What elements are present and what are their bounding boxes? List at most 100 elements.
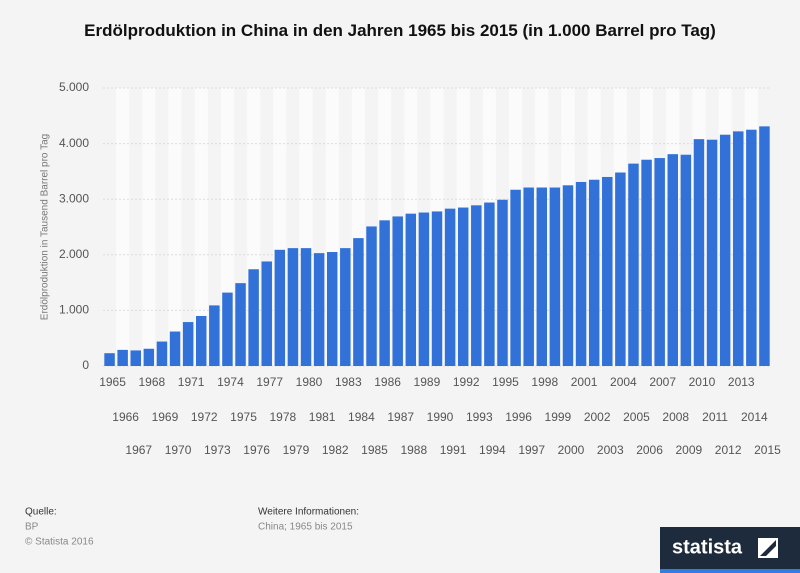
x-tick-label: 1973 <box>204 443 231 457</box>
x-tick-label: 1984 <box>348 410 375 424</box>
bar <box>641 159 652 366</box>
bar <box>431 211 443 366</box>
y-tick-label: 2.000 <box>59 247 89 261</box>
bar <box>562 185 574 366</box>
y-tick-label: 5.000 <box>59 80 89 94</box>
bar <box>667 154 679 366</box>
chart-title: Erdölproduktion in China in den Jahren 1… <box>84 21 716 40</box>
bar <box>156 341 168 366</box>
x-tick-label: 1971 <box>178 375 205 389</box>
bar <box>248 269 259 366</box>
logo-icon-slash <box>760 540 776 556</box>
x-tick-label: 2003 <box>597 443 624 457</box>
bar <box>300 248 312 366</box>
bar <box>444 208 456 366</box>
x-tick-label: 2008 <box>662 410 689 424</box>
stripe <box>168 88 182 366</box>
x-tick-label: 1966 <box>112 410 139 424</box>
x-tick-label: 2015 <box>754 443 781 457</box>
bar <box>471 205 482 366</box>
x-tick-label: 1988 <box>400 443 427 457</box>
bar <box>366 226 377 366</box>
x-tick-label: 1968 <box>138 375 165 389</box>
bar <box>654 158 665 366</box>
bar <box>143 348 155 366</box>
x-tick-label: 2002 <box>584 410 611 424</box>
y-tick-label: 0 <box>82 358 89 372</box>
bar <box>746 129 757 366</box>
x-tick-label: 1980 <box>296 375 323 389</box>
bar <box>733 131 744 366</box>
bar <box>274 249 286 366</box>
x-tick-label: 1983 <box>335 375 362 389</box>
bar <box>759 126 770 366</box>
x-tick-label: 1994 <box>479 443 506 457</box>
bar <box>484 202 495 366</box>
y-axis-label: Erdölproduktion in Tausend Barrel pro Ta… <box>40 134 51 320</box>
x-tick-label: 1970 <box>165 443 192 457</box>
x-tick-label: 2010 <box>689 375 716 389</box>
bar <box>130 350 141 366</box>
x-tick-label: 1978 <box>269 410 296 424</box>
bar <box>340 248 351 366</box>
bar <box>405 213 417 366</box>
bar <box>549 187 561 366</box>
bar <box>588 179 600 366</box>
x-tick-label: 1972 <box>191 410 218 424</box>
x-tick-label: 1995 <box>492 375 519 389</box>
bar <box>182 322 194 366</box>
x-tick-label: 2014 <box>741 410 768 424</box>
bar <box>117 349 128 366</box>
x-tick-label: 1996 <box>505 410 532 424</box>
logo: statista <box>672 536 743 558</box>
y-tick-label: 3.000 <box>59 191 89 205</box>
x-tick-label: 1975 <box>230 410 257 424</box>
bar <box>536 187 548 366</box>
bar <box>287 248 299 366</box>
x-tick-label: 1981 <box>309 410 336 424</box>
bar <box>706 139 718 366</box>
info-label: Weitere Informationen: <box>258 507 359 518</box>
bar <box>326 252 338 366</box>
bar <box>680 154 692 366</box>
bar <box>510 189 521 366</box>
x-tick-label: 1999 <box>545 410 572 424</box>
x-tick-label: 1969 <box>152 410 179 424</box>
x-tick-label: 1990 <box>427 410 454 424</box>
x-tick-label: 1997 <box>518 443 545 457</box>
x-tick-label: 2005 <box>623 410 650 424</box>
x-tick-label: 1986 <box>374 375 401 389</box>
x-tick-label: 1985 <box>361 443 388 457</box>
bar <box>379 220 390 366</box>
x-tick-label: 2012 <box>715 443 742 457</box>
bar <box>602 176 613 366</box>
bar <box>313 253 325 366</box>
bar <box>693 139 705 366</box>
x-tick-label: 2009 <box>676 443 703 457</box>
bar <box>497 199 508 366</box>
bar <box>418 212 430 366</box>
x-tick-label: 1998 <box>531 375 558 389</box>
x-tick-label: 2006 <box>636 443 663 457</box>
bar <box>523 187 534 366</box>
y-tick-label: 4.000 <box>59 136 89 150</box>
y-tick-label: 1.000 <box>59 303 89 317</box>
x-tick-label: 1992 <box>453 375 480 389</box>
bar <box>615 172 626 366</box>
x-tick-label: 2000 <box>558 443 585 457</box>
source: BP <box>25 522 39 533</box>
bar <box>353 238 364 366</box>
x-tick-label: 1976 <box>243 443 270 457</box>
x-tick-label: 2007 <box>649 375 676 389</box>
bar <box>169 331 181 366</box>
stripe <box>116 88 130 366</box>
copyright: © Statista 2016 <box>25 537 94 548</box>
bar <box>457 207 469 366</box>
x-tick-label: 1987 <box>387 410 414 424</box>
bar <box>628 163 639 366</box>
info: China; 1965 bis 2015 <box>258 522 353 533</box>
bar <box>195 315 207 366</box>
x-tick-label: 1977 <box>256 375 283 389</box>
bar <box>104 353 115 366</box>
